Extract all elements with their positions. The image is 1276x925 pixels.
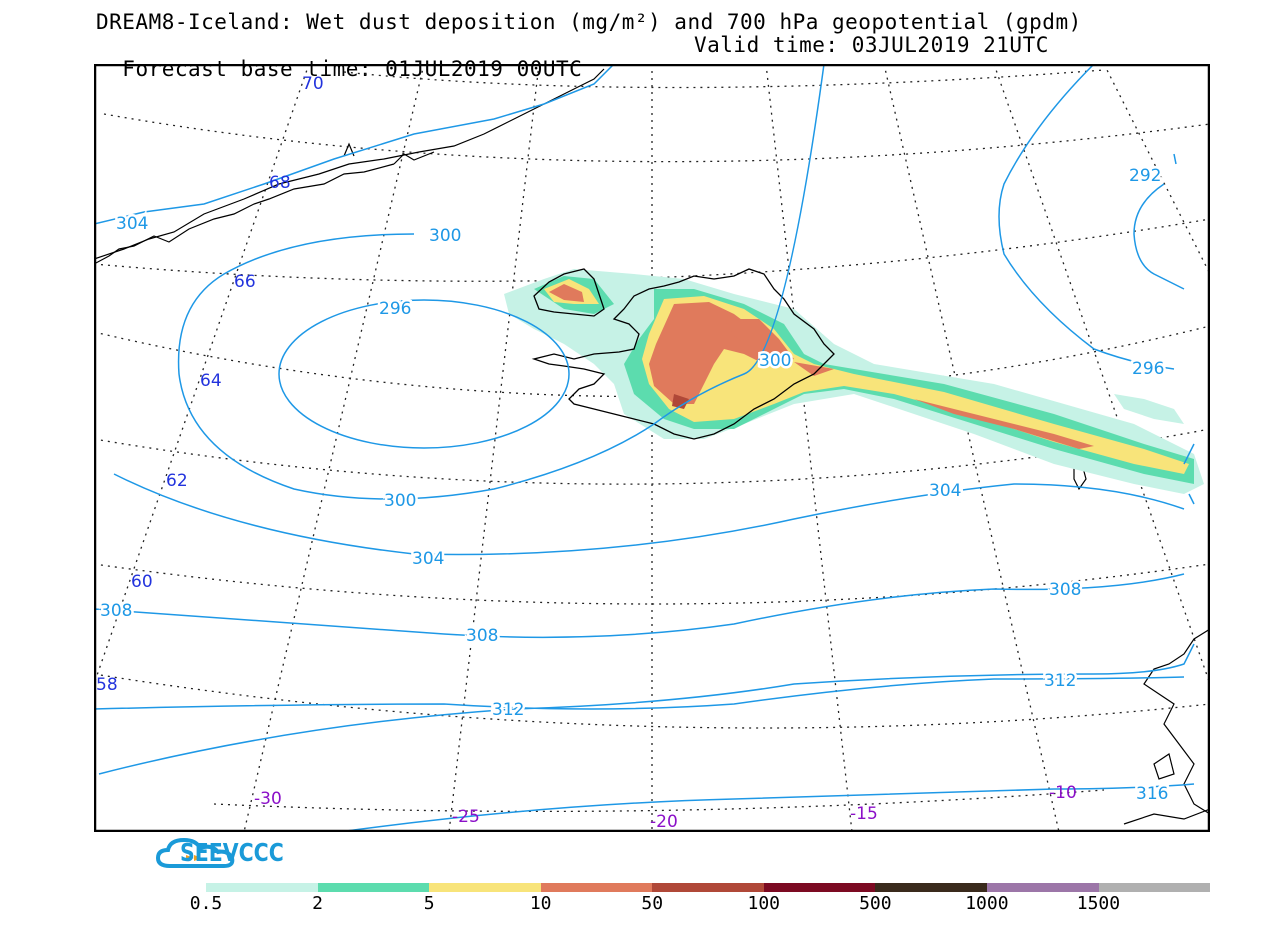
lat-label-64: 64: [200, 371, 222, 391]
contour-label-316: 316: [1136, 784, 1168, 804]
latitude-graticule: [94, 69, 1210, 813]
valid-time: Valid time: 03JUL2019 21UTC: [694, 33, 1049, 57]
colorbar-segment: [429, 883, 541, 892]
lat-label-62: 62: [166, 471, 188, 491]
colorbar-label: 1000: [965, 893, 1009, 914]
contour-label-312-east: 312: [1044, 671, 1076, 691]
colorbar-label: 2: [312, 893, 323, 914]
lat-label-60: 60: [131, 572, 153, 592]
iceland-coastline: [531, 268, 835, 440]
forecast-base-time: Forecast base time: 01JUL2019 00UTC: [122, 57, 583, 81]
contour-label-304-south: 304: [412, 549, 444, 569]
map-subtitle: Forecast base time: 01JUL2019 00UTC Vali…: [96, 33, 1048, 105]
colorbar-label: 100: [747, 893, 781, 914]
lat-label-66: 66: [234, 272, 256, 292]
dust-deposition-field: [504, 269, 1204, 494]
contour-label-312-center: 312: [492, 700, 524, 720]
colorbar-label: 10: [529, 893, 552, 914]
lon-label-minus25: -25: [452, 807, 480, 827]
map-panel: 304 300 296 300 300 304 304 308 308 308 …: [94, 64, 1210, 832]
colorbar-segment: [652, 883, 764, 892]
norway-coastline: [1123, 628, 1210, 825]
colorbar-label: 50: [641, 893, 664, 914]
lon-label-minus10: -10: [1049, 783, 1077, 803]
contour-label-308-west: 308: [100, 601, 132, 621]
lat-label-58: 58: [96, 675, 118, 695]
longitude-graticule: [94, 64, 1210, 832]
lat-label-68: 68: [269, 173, 291, 193]
colorbar-segment: [540, 883, 653, 892]
contour-label-296-east: 296: [1132, 359, 1164, 379]
colorbar-label: 5: [423, 893, 435, 914]
longitude-labels: -30 -25 -20 -15 -10: [254, 783, 1077, 832]
contour-label-292: 292: [1129, 166, 1161, 186]
lat-label-70: 70: [302, 74, 324, 94]
contour-label-296: 296: [379, 299, 411, 319]
colorbar-segment: [763, 883, 876, 892]
contour-label-300-iceland: 300: [759, 351, 791, 371]
contour-label-308-east: 308: [1049, 580, 1081, 600]
lon-label-minus15: -15: [850, 804, 878, 824]
greenland-coastline: [94, 68, 605, 265]
contour-label-308-center: 308: [466, 626, 498, 646]
colorbar-label: 500: [859, 893, 892, 914]
seevccc-cloud-icon: [155, 837, 235, 868]
colorbar-label: 1500: [1076, 893, 1121, 914]
colorbar-segment: [986, 883, 1099, 892]
geopotential-contours: [94, 64, 1195, 832]
contour-label-304-east: 304: [929, 481, 961, 501]
map-title: DREAM8-Iceland: Wet dust deposition (mg/…: [96, 10, 1082, 34]
contour-labels: 304 300 296 300 300 304 304 308 308 308 …: [98, 164, 1171, 807]
colorbar-label: 0.5: [189, 893, 223, 914]
colorbar-segment: [875, 883, 987, 892]
lon-label-minus20: -20: [650, 812, 678, 832]
colorbar-segment: [317, 883, 430, 892]
contour-label-304-west: 304: [116, 214, 148, 234]
map-canvas: 304 300 296 300 300 304 304 308 308 308 …: [94, 64, 1210, 832]
colorbar: [206, 883, 1211, 892]
latitude-labels: 70 68 66 64 62 60 58: [96, 74, 324, 695]
seevccc-logo-text: SEEVCCC: [180, 838, 284, 867]
contour-label-300-north: 300: [429, 226, 461, 246]
lon-label-minus30: -30: [254, 789, 282, 809]
contour-label-300-south: 300: [384, 491, 416, 511]
colorbar-segment: [206, 883, 318, 892]
colorbar-segment: [1098, 883, 1211, 892]
map-border: [94, 64, 1210, 832]
